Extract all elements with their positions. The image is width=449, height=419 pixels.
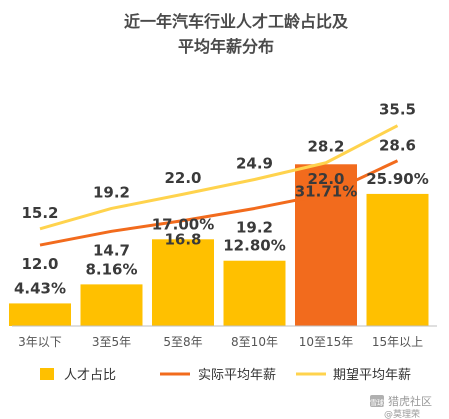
legend: 人才占比 实际平均年薪 期望平均年薪 [40,367,411,383]
bar-label-0: 4.43% [14,279,66,297]
line-series [39,124,399,247]
expected-label-4: 28.2 [307,138,344,156]
x-tick-2: 5至8年 [163,335,202,349]
expected-label-1: 19.2 [93,183,130,201]
expected-label-5: 35.5 [379,101,416,119]
bar-4 [295,164,357,326]
point-labels: 4.43% 8.16% 17.00% 12.80% 31.71% 25.90% 15.2 19… [14,101,429,298]
legend-label-bar: 人才占比 [64,368,116,383]
chart-title-line-1: 近一年汽车行业人才工龄占比及 [124,12,349,31]
bar-3 [223,260,286,326]
line-expected-salary [39,124,399,231]
watermark-logo-text: 雪球 [370,398,384,407]
actual-label-4: 22.0 [307,170,344,188]
actual-label-3: 19.2 [236,218,273,236]
legend-label-expected: 期望平均年薪 [333,367,411,383]
legend-label-actual: 实际平均年薪 [198,368,276,383]
expected-label-2: 22.0 [164,169,201,187]
watermark-text: 猎虎社区 [388,394,432,408]
expected-label-0: 15.2 [21,204,58,222]
x-tick-4: 10至15年 [299,335,354,349]
watermark-logo [370,395,384,407]
x-tick-1: 3至5年 [92,335,131,349]
watermark-sub: @莫理荣 [384,408,420,419]
x-tick-0: 3年以下 [18,335,62,349]
bar-series [9,164,429,326]
bar-0 [9,303,71,326]
bar-label-1: 8.16% [85,260,137,278]
watermark: 雪球 猎虎社区 @莫理荣 [370,394,432,419]
x-tick-5: 15年以上 [372,335,423,349]
actual-label-1: 14.7 [93,241,130,259]
x-tick-3: 8至10年 [231,335,278,349]
expected-label-3: 24.9 [236,155,273,173]
legend-swatch-bar [40,368,54,380]
bar-label-5: 25.90% [366,170,428,188]
actual-label-0: 12.0 [21,255,58,273]
chart-title-line-2: 平均年薪分布 [178,37,274,56]
bar-label-4: 31.71% [295,182,357,200]
bar-1 [80,284,143,326]
actual-label-2: 16.8 [164,231,201,249]
bar-5 [366,193,429,326]
bar-2 [152,239,214,326]
bar-label-2: 17.00% [152,215,214,233]
line-actual-salary [39,159,399,247]
x-axis-ticks: 3年以下 3至5年 5至8年 8至10年 10至15年 15年以上 [18,335,423,349]
actual-label-5: 28.6 [379,137,416,155]
bar-label-3: 12.80% [223,237,285,255]
